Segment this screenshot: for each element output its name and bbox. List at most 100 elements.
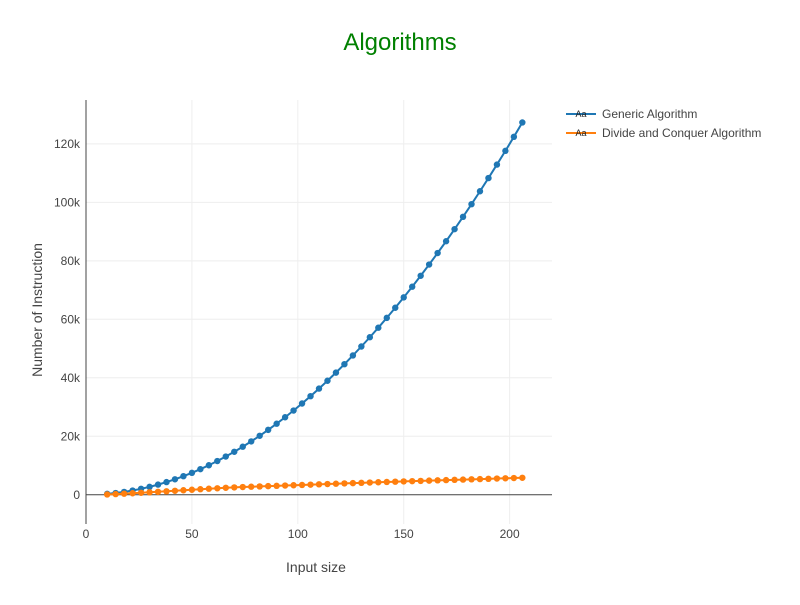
data-point bbox=[468, 476, 475, 483]
y-axis-title: Number of Instruction bbox=[29, 243, 45, 377]
legend-symbol: Aa bbox=[575, 109, 586, 119]
data-point bbox=[358, 343, 365, 350]
x-tick-label: 50 bbox=[185, 527, 199, 541]
data-point bbox=[434, 249, 441, 257]
data-point bbox=[281, 414, 289, 421]
data-point bbox=[468, 200, 475, 208]
data-point bbox=[332, 369, 340, 376]
data-point bbox=[315, 481, 323, 488]
data-point bbox=[214, 457, 221, 465]
data-point bbox=[442, 476, 450, 484]
data-point bbox=[392, 304, 399, 311]
data-point bbox=[256, 483, 263, 490]
data-point bbox=[298, 400, 306, 407]
data-point bbox=[307, 392, 314, 400]
data-point bbox=[425, 261, 433, 268]
data-point bbox=[383, 478, 390, 486]
data-point bbox=[485, 174, 492, 182]
data-point bbox=[264, 426, 272, 434]
y-tick-label: 60k bbox=[61, 312, 81, 326]
data-point bbox=[290, 482, 297, 489]
data-point bbox=[273, 482, 280, 490]
data-point bbox=[442, 238, 450, 245]
data-point bbox=[256, 432, 263, 439]
x-tick-label: 150 bbox=[394, 527, 414, 541]
data-point bbox=[315, 385, 323, 392]
data-point bbox=[281, 482, 289, 489]
data-point bbox=[248, 438, 255, 445]
data-point bbox=[375, 324, 382, 331]
data-point bbox=[146, 489, 153, 496]
data-point bbox=[459, 213, 467, 221]
data-point bbox=[392, 478, 399, 485]
data-point bbox=[375, 479, 382, 486]
data-point bbox=[307, 481, 314, 488]
data-point bbox=[493, 161, 501, 168]
data-point bbox=[383, 314, 390, 322]
legend-label-2: Divide and Conquer Algorithm bbox=[602, 126, 761, 140]
data-point bbox=[324, 377, 331, 384]
data-point bbox=[409, 477, 416, 485]
data-point bbox=[485, 475, 492, 483]
data-point bbox=[231, 448, 238, 455]
data-point bbox=[341, 480, 348, 487]
data-point bbox=[264, 482, 272, 490]
data-point bbox=[451, 476, 458, 484]
legend-label-1: Generic Algorithm bbox=[602, 107, 697, 121]
data-point bbox=[205, 462, 213, 469]
data-point bbox=[476, 475, 484, 483]
legend: Aa Generic Algorithm Aa Divide and Conquer … bbox=[566, 107, 761, 140]
chart-title: Algorithms bbox=[343, 29, 456, 56]
data-point bbox=[502, 475, 509, 482]
x-tick-label: 0 bbox=[83, 527, 90, 541]
y-tick-label: 100k bbox=[54, 195, 81, 209]
data-point bbox=[129, 490, 136, 497]
data-point bbox=[103, 491, 111, 498]
y-tick-label: 0 bbox=[73, 488, 80, 502]
data-point bbox=[409, 283, 416, 290]
data-point bbox=[358, 479, 365, 487]
data-point bbox=[510, 133, 518, 141]
data-point bbox=[417, 477, 424, 485]
data-point bbox=[434, 477, 441, 484]
data-point bbox=[341, 360, 348, 368]
data-point bbox=[417, 272, 424, 279]
data-point bbox=[400, 478, 407, 485]
grid-lines bbox=[86, 100, 552, 524]
data-point bbox=[366, 479, 374, 486]
data-point bbox=[502, 147, 509, 155]
data-point bbox=[332, 480, 340, 487]
data-point bbox=[120, 490, 128, 497]
data-point bbox=[163, 478, 170, 486]
x-axis-title: Input size bbox=[286, 559, 346, 575]
data-point bbox=[154, 481, 162, 488]
y-tick-label: 20k bbox=[61, 429, 81, 443]
data-point bbox=[493, 475, 501, 482]
data-point bbox=[519, 474, 526, 481]
data-point bbox=[510, 474, 518, 482]
data-point bbox=[248, 483, 255, 490]
y-tick-label: 120k bbox=[54, 137, 81, 151]
data-point bbox=[188, 469, 196, 477]
data-point bbox=[205, 485, 213, 492]
data-point bbox=[451, 225, 458, 233]
data-point bbox=[188, 486, 196, 493]
data-point bbox=[197, 486, 204, 493]
data-point bbox=[290, 407, 297, 414]
data-point bbox=[154, 488, 162, 496]
data-point bbox=[137, 489, 145, 496]
data-point bbox=[180, 472, 187, 480]
data-point bbox=[349, 479, 357, 487]
data-point bbox=[324, 480, 331, 488]
legend-symbol: Aa bbox=[575, 128, 586, 138]
data-point bbox=[519, 119, 526, 126]
data-point bbox=[163, 488, 170, 495]
data-point bbox=[214, 485, 221, 492]
data-point bbox=[349, 352, 357, 359]
data-point bbox=[298, 481, 306, 489]
data-point bbox=[476, 188, 484, 195]
data-point bbox=[222, 484, 229, 491]
data-point bbox=[400, 294, 407, 301]
